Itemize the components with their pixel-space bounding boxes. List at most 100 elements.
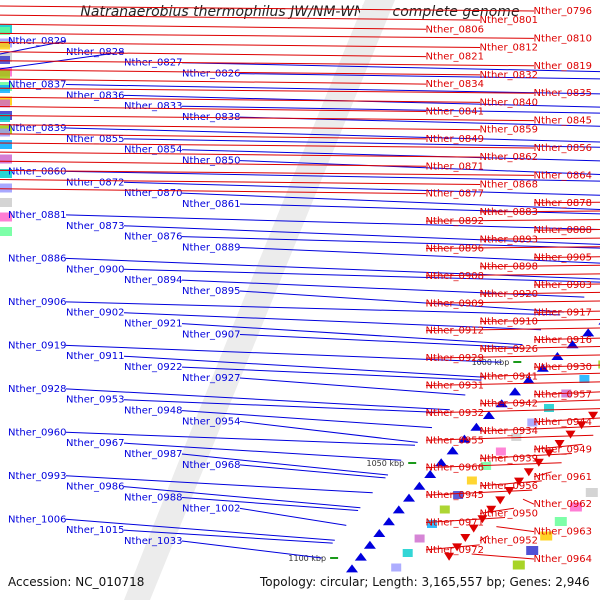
cog-block (453, 491, 464, 499)
right-gene-label: Nther_0871 (426, 161, 484, 172)
left-gene-label: Nther_0919 (8, 340, 66, 351)
left-leader-line (181, 410, 433, 429)
right-leader-line (425, 462, 562, 469)
left-gene-label: Nther_0854 (124, 145, 182, 156)
right-leader-line (425, 354, 600, 359)
forward-gene-arrow (413, 481, 426, 490)
right-gene-label: Nther_0806 (426, 24, 484, 35)
cog-block (414, 534, 425, 543)
right-gene-label: Nther_0810 (534, 33, 592, 44)
left-leader-line (239, 247, 600, 264)
left-leader-line (239, 464, 386, 479)
left-gene-label: Nther_0928 (8, 384, 66, 395)
right-gene-label: Nther_0877 (426, 189, 484, 200)
right-gene-label: Nther_0801 (480, 15, 538, 26)
right-gene-label: Nther_0939 (480, 454, 538, 465)
cog-block (511, 433, 522, 441)
reverse-gene-arrow (576, 421, 587, 430)
right-leader-line (533, 443, 583, 450)
right-leader-line (0, 14, 481, 21)
cog-block (0, 99, 10, 108)
right-gene-label: Nther_0917 (534, 307, 592, 318)
cog-block (0, 183, 12, 193)
right-gene-label: Nther_0949 (534, 444, 592, 455)
forward-gene-arrow (482, 411, 495, 419)
cog-block (0, 140, 12, 149)
left-leader-line (123, 312, 542, 331)
right-gene-label: Nther_0934 (480, 426, 538, 437)
left-gene-label: Nther_0900 (66, 264, 124, 275)
left-leader-line (239, 507, 347, 526)
right-gene-label: Nther_0859 (480, 125, 538, 136)
right-gene-label: Nther_0864 (534, 170, 592, 181)
right-gene-label: Nther_0950 (480, 508, 538, 519)
right-gene-label: Nther_0868 (480, 180, 538, 191)
forward-gene-arrow (382, 517, 395, 526)
right-leader-line (479, 425, 600, 432)
left-leader-line (239, 73, 600, 80)
right-gene-label: Nther_0942 (480, 399, 538, 410)
right-leader-line (425, 246, 600, 249)
right-leader-line (533, 364, 600, 368)
right-gene-label: Nther_0905 (534, 253, 592, 264)
topology-summary: Topology: circular; Length: 3,165,557 bp… (260, 575, 590, 589)
left-leader-line (181, 192, 600, 211)
left-leader-line (123, 529, 333, 544)
right-gene-label: Nther_0841 (426, 106, 484, 117)
left-leader-line (65, 257, 600, 280)
left-gene-label: Nther_0986 (66, 482, 124, 493)
right-leader-line (425, 408, 600, 414)
left-leader-line (181, 105, 600, 114)
forward-gene-arrow (509, 387, 521, 396)
left-leader-line (65, 301, 561, 316)
left-leader-line (123, 399, 447, 414)
right-gene-label: Nther_0892 (426, 216, 484, 227)
right-gene-label: Nther_0944 (534, 417, 592, 428)
left-leader-line (123, 355, 485, 378)
right-leader-line (533, 391, 600, 396)
cog-block (0, 85, 10, 93)
left-gene-label: Nther_0881 (8, 210, 66, 221)
forward-gene-arrow (392, 505, 405, 514)
cog-block (0, 70, 10, 79)
right-gene-label: Nther_0972 (426, 545, 484, 556)
right-leader-line (0, 87, 535, 94)
right-leader-line (425, 489, 533, 496)
forward-gene-arrow (346, 564, 358, 573)
left-gene-label: Nther_0839 (8, 123, 66, 134)
left-leader-line (123, 268, 600, 283)
left-gene-label: Nther_0960 (8, 427, 66, 438)
cog-block (569, 502, 582, 512)
left-leader-line (123, 94, 600, 108)
right-leader-line (533, 256, 600, 259)
reverse-gene-arrow (495, 496, 506, 505)
left-gene-label: Nther_0886 (8, 253, 66, 264)
reverse-gene-arrow (565, 430, 576, 439)
right-gene-label: Nther_0898 (480, 262, 538, 273)
right-gene-label: Nther_0926 (480, 344, 538, 355)
cog-block (527, 418, 538, 427)
right-leader-line (479, 345, 600, 350)
cog-block (554, 517, 567, 526)
right-gene-label: Nther_0966 (426, 463, 484, 474)
right-gene-label: Nther_0862 (480, 152, 538, 163)
left-gene-label: Nther_0902 (66, 308, 124, 319)
right-gene-label: Nther_0812 (480, 43, 538, 54)
left-leader-line (65, 170, 600, 182)
right-leader-line (479, 507, 514, 514)
cog-block (391, 563, 402, 572)
left-gene-label: Nther_0922 (124, 362, 182, 373)
right-gene-label: Nther_0957 (534, 390, 592, 401)
right-leader-line (479, 291, 600, 295)
left-leader-line (65, 127, 600, 143)
right-gene-label: Nther_0849 (426, 134, 484, 145)
reverse-gene-arrow (533, 458, 544, 467)
accession-text: Accession: NC_010718 (8, 575, 145, 589)
cog-block (0, 128, 10, 137)
forward-gene-arrow (363, 540, 376, 549)
right-leader-line (0, 179, 481, 186)
right-gene-label: Nther_0835 (534, 88, 592, 99)
right-gene-label: Nther_0878 (534, 198, 592, 209)
right-gene-label: Nther_0961 (534, 472, 592, 483)
left-leader-line (65, 431, 416, 446)
